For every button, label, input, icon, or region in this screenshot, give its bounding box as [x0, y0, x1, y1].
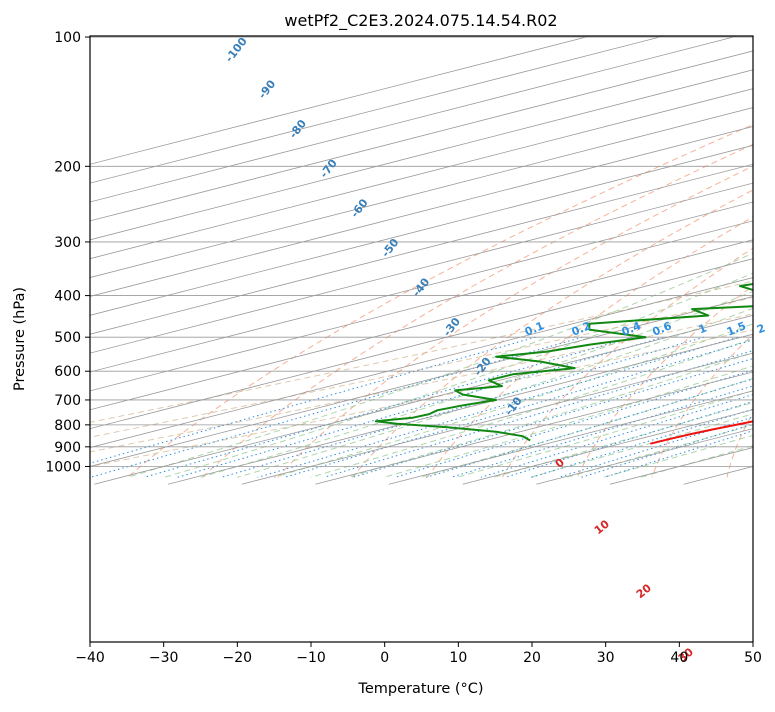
dry-adiabat — [577, 37, 775, 477]
y-tick-label: 500 — [54, 330, 81, 346]
y-axis-label: Pressure (hPa) — [12, 287, 28, 391]
isotherm-line — [389, 17, 775, 484]
moist-adiabat-label: -50 — [379, 236, 402, 260]
moist-adiabat-curve — [603, 37, 775, 477]
y-tick-label: 800 — [54, 418, 81, 434]
y-tick-label: 700 — [54, 393, 81, 409]
mixing-ratio-line — [581, 337, 775, 477]
isotherm-line — [536, 17, 775, 484]
isotherm-line — [684, 17, 775, 484]
dry-adiabat — [652, 37, 775, 477]
moist-adiabat-curve — [347, 37, 775, 477]
x-tick-label: 50 — [744, 650, 762, 666]
moist-adiabat-label: -20 — [471, 355, 494, 379]
mixing-ratio-label: 0.1 — [523, 319, 546, 338]
moist-adiabat-curve — [201, 37, 775, 477]
tan-reference-curve — [35, 37, 775, 477]
y-tick-label: 1000 — [45, 459, 81, 475]
x-tick-label: 10 — [449, 650, 467, 666]
moist-adiabat-label: -90 — [256, 77, 279, 101]
y-tick-label: 900 — [54, 440, 81, 456]
dry-adiabat — [502, 37, 775, 477]
isotherm-line — [757, 17, 775, 484]
y-tick-label: 400 — [54, 289, 81, 305]
x-tick-label: 20 — [523, 650, 541, 666]
isotherm-line — [94, 17, 775, 484]
mixing-ratio-label: 0.2 — [570, 319, 593, 338]
x-tick-label: −40 — [75, 650, 105, 666]
mixing-ratio-line — [451, 337, 775, 477]
y-tick-label: 200 — [54, 159, 81, 175]
x-tick-label: 0 — [380, 650, 389, 666]
mixing-ratio-label: 1.5 — [725, 319, 748, 338]
mixing-ratio-line — [481, 337, 775, 477]
mixing-ratio-label: 2 — [755, 321, 767, 336]
dry-adiabat — [203, 37, 775, 477]
moist-adiabat-curve — [493, 37, 775, 477]
x-tick-label: −20 — [223, 650, 253, 666]
mixing-ratio-line — [353, 337, 775, 477]
moist-adiabat-label: -100 — [223, 35, 250, 65]
mixing-ratio-line — [559, 337, 775, 477]
moist-adiabat-label: 20 — [634, 581, 654, 601]
y-tick-label: 100 — [54, 30, 81, 46]
plot-frame — [90, 36, 753, 642]
x-tick-label: 40 — [670, 650, 688, 666]
x-axis-label: Temperature (°C) — [357, 681, 483, 697]
mixing-ratio-line — [221, 337, 704, 477]
y-tick-label: 600 — [54, 364, 81, 380]
moist-adiabat-label: -30 — [441, 315, 464, 339]
chart-title: wetPf2_C2E3.2024.075.14.54.R02 — [284, 11, 557, 31]
mixing-ratio-line — [285, 337, 763, 477]
moist-adiabat-curve — [420, 37, 775, 477]
moist-adiabat-curve — [640, 37, 775, 477]
x-tick-label: 30 — [597, 650, 615, 666]
moist-adiabat-label: -60 — [348, 196, 371, 220]
x-tick-label: −10 — [296, 650, 326, 666]
dry-adiabat — [727, 37, 775, 477]
moist-adiabat-label: 10 — [592, 517, 612, 537]
y-tick-label: 300 — [54, 235, 81, 251]
moist-adiabat-label: -80 — [287, 117, 310, 141]
x-tick-label: −30 — [149, 650, 179, 666]
